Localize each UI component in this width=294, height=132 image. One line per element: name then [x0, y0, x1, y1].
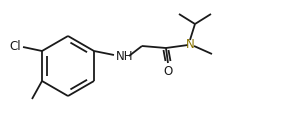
Text: N: N: [186, 37, 194, 51]
Text: NH: NH: [116, 50, 133, 62]
Text: O: O: [163, 65, 173, 78]
Text: Cl: Cl: [9, 41, 21, 53]
